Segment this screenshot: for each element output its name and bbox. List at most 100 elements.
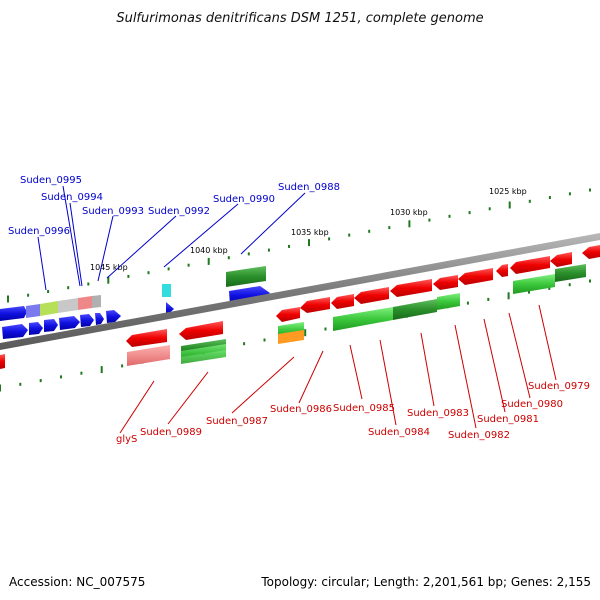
gene-label-suden-0993[interactable]: Suden_0993 [82,206,144,217]
tick-mark [67,286,70,290]
tick-mark [47,290,50,293]
gene-arrow[interactable] [59,316,80,330]
tick-mark [107,276,110,284]
map-title: Sulfurimonas denitrificans DSM 1251, com… [116,11,483,26]
reverse-strand-genes [0,245,600,369]
tick-mark [548,286,551,290]
gene-label-suden-0992[interactable]: Suden_0992 [148,206,210,217]
gene-label-suden-0995[interactable]: Suden_0995 [20,175,82,186]
tick-mark [7,295,9,303]
kbp-label-1035: 1035 kbp [291,228,329,237]
gene-label-suden-0989[interactable]: Suden_0989 [140,427,202,438]
gene-box[interactable] [333,307,393,331]
gene-arrow[interactable] [276,307,300,322]
gene-arrow[interactable] [0,354,5,369]
tick-mark [368,229,371,233]
gene-arrow[interactable] [80,314,94,327]
summary-text: Topology: circular; Length: 2,201,561 bp… [260,575,591,589]
tick-mark [589,279,591,283]
gene-arrow[interactable] [126,329,167,347]
tick-mark [568,192,571,196]
gene-arrow[interactable] [95,313,104,325]
gene-box[interactable] [513,274,555,294]
tick-mark [207,257,210,265]
gene-label-suden-0980[interactable]: Suden_0980 [501,399,563,410]
tick-mark [127,274,130,278]
tick-mark [507,292,510,300]
gene-box[interactable] [181,344,226,364]
tick-mark [528,290,530,294]
gene-arrow[interactable] [354,287,389,304]
gene-arrow[interactable] [496,264,508,277]
tick-mark [288,244,290,248]
kbp-label-1030: 1030 kbp [390,208,428,217]
tick-mark [388,226,391,230]
gene-arrow[interactable] [458,268,493,285]
tick-mark [488,207,491,211]
gene-box[interactable] [127,345,170,366]
kbp-label-1045: 1045 kbp [90,263,128,272]
gene-label-suden-0996[interactable]: Suden_0996 [8,226,70,237]
gene-arrow[interactable] [29,322,43,335]
gene-arrow[interactable] [0,306,27,321]
tick-mark [487,297,490,301]
accession-text: Accession: NC_007575 [9,575,145,589]
gene-label-suden-0985[interactable]: Suden_0985 [333,403,395,414]
gene-label-suden-0981[interactable]: Suden_0981 [477,414,539,425]
gene-label-suden-0979[interactable]: Suden_0979 [528,381,590,392]
tick-mark [87,282,90,286]
gene-label-suden-0987[interactable]: Suden_0987 [206,416,268,427]
gene-arrow[interactable] [179,321,223,340]
gene-label-suden-0988[interactable]: Suden_0988 [278,182,340,193]
tick-mark [428,218,431,222]
tick-mark [408,220,411,228]
gene-arrow[interactable] [390,279,432,297]
gene-arrow[interactable] [300,297,330,313]
gene-label-suden-0984[interactable]: Suden_0984 [368,427,430,438]
gene-box[interactable] [437,293,460,310]
gene-arrow[interactable] [433,275,458,290]
gene-label-suden-0983[interactable]: Suden_0983 [407,408,469,419]
tick-mark [100,366,103,374]
gene-box[interactable] [226,266,266,287]
tick-mark [27,293,30,297]
tick-mark [267,248,270,252]
gene-label-suden-0994[interactable]: Suden_0994 [41,192,103,203]
gene-arrow[interactable] [2,324,28,339]
tick-mark [167,267,170,271]
gene-arrow[interactable] [550,252,572,267]
gene-arrow[interactable] [92,295,101,308]
tick-mark [448,214,451,218]
gene-label-suden-0990[interactable]: Suden_0990 [213,194,275,205]
gene-label-suden-0986[interactable]: Suden_0986 [270,404,332,415]
gene-arrow[interactable] [44,319,58,332]
gene-box[interactable] [555,264,586,282]
leader-lines [37,185,557,434]
tick-mark [19,382,22,386]
gene-arrow[interactable] [331,294,354,309]
gene-label-glys[interactable]: glyS [116,434,137,445]
gene-box[interactable] [393,299,437,320]
gene-arrow[interactable] [58,298,78,313]
gene-arrow[interactable] [582,245,600,259]
gene-box[interactable] [162,284,171,297]
tick-mark [568,283,571,287]
tick-mark [263,338,266,342]
tick-mark [528,199,531,203]
gene-arrow[interactable] [78,296,92,310]
tick-mark [328,237,331,241]
genome-backbone [0,233,600,350]
tick-mark [348,233,351,237]
tick-mark [466,301,469,305]
gene-arrow[interactable] [106,310,121,323]
tick-mark [227,256,230,260]
kbp-label-1040: 1040 kbp [190,246,228,255]
gene-box[interactable] [278,330,304,344]
tick-mark [548,196,551,199]
gene-arrow[interactable] [510,256,550,274]
forward-strand-genes [0,266,270,339]
gene-label-suden-0982[interactable]: Suden_0982 [448,430,510,441]
gene-arrow[interactable] [40,301,58,316]
gene-arrow[interactable] [26,304,40,318]
